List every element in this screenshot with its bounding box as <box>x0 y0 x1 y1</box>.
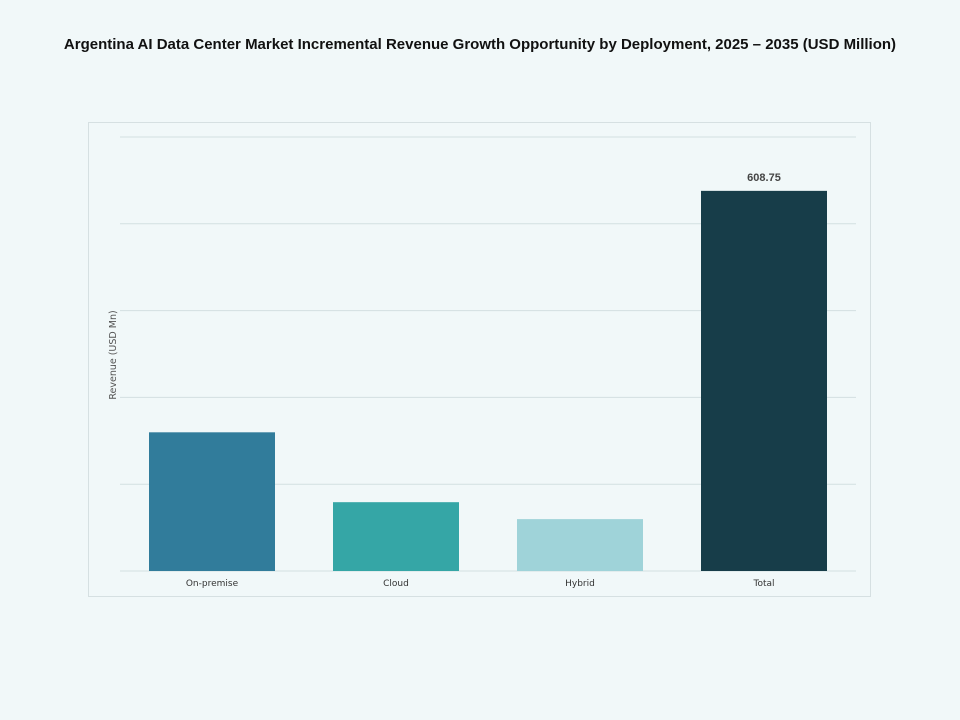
x-tick-label: Hybrid <box>565 579 595 589</box>
x-tick-label: Total <box>752 579 774 589</box>
bar-cloud <box>333 502 459 571</box>
bar-total <box>701 190 827 571</box>
bar-hybrid <box>517 519 643 571</box>
x-tick-label: On-premise <box>186 579 239 589</box>
data-label: 608.75 <box>747 172 781 184</box>
y-axis-label: Revenue (USD Mn) <box>108 310 119 399</box>
bar-on-premise <box>149 432 275 571</box>
x-tick-label: Cloud <box>383 579 409 589</box>
chart-frame <box>88 122 871 597</box>
chart-title: Argentina AI Data Center Market Incremen… <box>63 36 897 53</box>
